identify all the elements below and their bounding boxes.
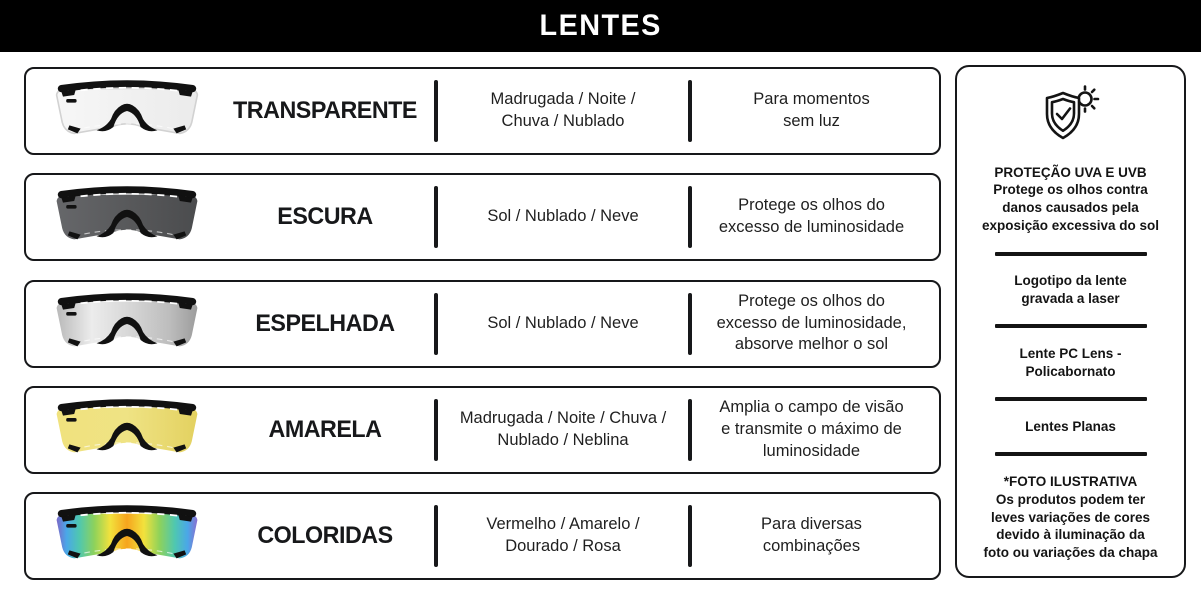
lens-description: Para momentos sem luz (753, 90, 870, 130)
vertical-divider (688, 292, 692, 355)
lens-conditions: Sol / Nublado / Neve (487, 207, 639, 226)
vertical-divider (434, 398, 438, 461)
lens-conditions: Vermelho / Amarelo / Dourado / Rosa (486, 515, 640, 555)
horizontal-divider (994, 452, 1147, 457)
horizontal-divider (994, 324, 1147, 329)
lens-row-escura: ESCURA Sol / Nublado / Neve Protege os o… (24, 173, 941, 262)
vertical-divider (434, 186, 438, 249)
uv-shield-sun-icon (1038, 83, 1104, 147)
vertical-divider (688, 186, 692, 249)
lens-description: Protege os olhos do excesso de luminosid… (718, 196, 905, 237)
lens-conditions: Madrugada / Noite / Chuva / Nublado (490, 90, 636, 130)
section-heading: Lente PC Lens - Policabornato (1019, 346, 1122, 379)
vertical-divider (434, 505, 438, 567)
glasses-image-espelhada (38, 290, 216, 358)
section-heading: *FOTO ILUSTRATIVA (1003, 473, 1138, 489)
lens-conditions: Madrugada / Noite / Chuva / Nublado / Ne… (459, 408, 667, 449)
lens-name: ESPELHADA (255, 309, 395, 337)
section-heading: PROTEÇÃO UVA E UVB (994, 164, 1147, 180)
header-bar: LENTES (0, 0, 1201, 52)
lens-conditions: Sol / Nublado / Neve (487, 313, 639, 332)
vertical-divider (688, 505, 692, 567)
section-pc-lens: Lente PC Lens - Policabornato (1019, 345, 1121, 381)
glasses-image-transparente (38, 77, 216, 145)
lens-row-transparente: TRANSPARENTE Madrugada / Noite / Chuva /… (24, 67, 941, 155)
info-sidebar: PROTEÇÃO UVA E UVB Protege os olhos cont… (955, 65, 1186, 578)
horizontal-divider (994, 251, 1147, 256)
section-heading: Lentes Planas (1025, 418, 1116, 434)
yellow-lens-icon (56, 398, 198, 453)
vertical-divider (434, 292, 438, 355)
lens-description: Protege os olhos do excesso de luminosid… (716, 291, 907, 354)
section-heading: Logotipo da lente gravada a laser (1014, 273, 1127, 306)
mirrored-lens-icon (56, 292, 198, 346)
lens-table: TRANSPARENTE Madrugada / Noite / Chuva /… (24, 67, 941, 580)
section-flat-lenses: Lentes Planas (1025, 418, 1116, 436)
section-uv-protection: PROTEÇÃO UVA E UVB Protege os olhos cont… (982, 164, 1159, 235)
lens-name: TRANSPARENTE (233, 97, 417, 124)
glasses-image-escura (38, 183, 216, 251)
section-body: Os produtos podem ter leves variações de… (983, 491, 1158, 561)
glasses-image-coloridas (38, 502, 216, 570)
horizontal-divider (994, 397, 1147, 402)
transparent-lens-icon (55, 80, 199, 135)
lens-row-amarela: AMARELA Madrugada / Noite / Chuva / Nubl… (24, 385, 941, 474)
page-title: LENTES (539, 9, 662, 42)
lens-row-coloridas: COLORIDAS Vermelho / Amarelo / Dourado /… (24, 492, 941, 580)
section-body: Protege os olhos contra danos causados p… (981, 182, 1160, 234)
lens-description: Amplia o campo de visão e transmite o má… (719, 398, 904, 460)
vertical-divider (688, 398, 692, 461)
dark-lens-icon (56, 186, 198, 240)
vertical-divider (688, 80, 692, 142)
section-laser-logo: Logotipo da lente gravada a laser (1014, 272, 1127, 308)
lens-row-espelhada: ESPELHADA Sol / Nublado / Neve Protege o… (24, 279, 941, 368)
glasses-image-amarela (38, 396, 216, 464)
lens-description: Para diversas combinações (761, 515, 862, 555)
rainbow-lens-icon (56, 505, 198, 559)
vertical-divider (434, 80, 438, 142)
lens-name: ESCURA (277, 203, 373, 231)
lens-name: COLORIDAS (257, 522, 393, 549)
lens-name: AMARELA (268, 415, 382, 443)
section-photo-disclaimer: *FOTO ILUSTRATIVA Os produtos podem ter … (983, 473, 1157, 562)
